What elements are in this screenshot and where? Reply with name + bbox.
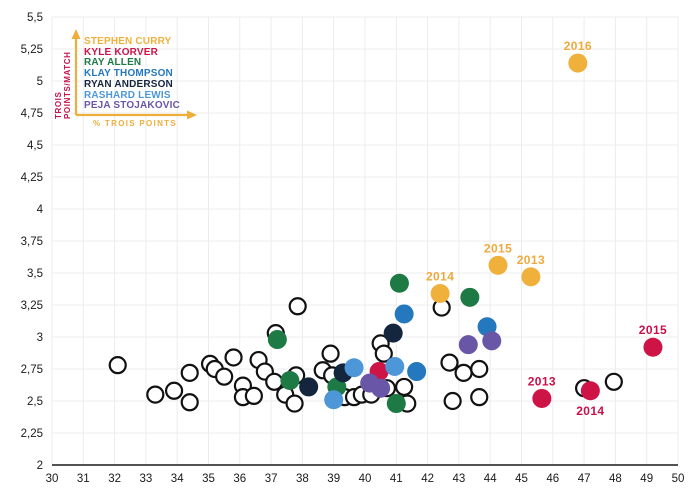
point-rashard-lewis xyxy=(385,356,405,376)
x-tick-label: 45 xyxy=(515,473,528,485)
legend-item-ryan-anderson: RYAN ANDERSON xyxy=(84,77,173,90)
year-label-stephen-curry-2014: 2014 xyxy=(426,269,454,283)
x-tick-label: 30 xyxy=(46,473,59,485)
legend-item-ray-allen: RAY ALLEN xyxy=(84,56,142,69)
y-tick-label: 3,75 xyxy=(21,236,43,248)
y-tick-label: 4,5 xyxy=(27,140,43,152)
x-tick-label: 35 xyxy=(202,473,215,485)
y-tick-label: 3,25 xyxy=(21,300,43,312)
point-klay-thompson xyxy=(407,362,427,382)
point-other-players xyxy=(108,356,127,375)
legend-item-klay-thompson: KLAY THOMPSON xyxy=(84,67,173,80)
point-other-players xyxy=(244,386,263,405)
x-tick-label: 50 xyxy=(672,473,685,485)
point-other-players xyxy=(395,377,414,397)
point-kyle-korver xyxy=(643,337,663,357)
legend-x-arrowhead-icon xyxy=(187,110,197,120)
legend-item-peja-stojakovic: PEJA STOJAKOVIC xyxy=(84,99,180,112)
point-ray-allen xyxy=(386,394,406,414)
y-tick-label: 5,25 xyxy=(21,44,43,56)
legend: STEPHEN CURRY KYLE KORVER RAY ALLEN KLAY TH… xyxy=(84,36,185,111)
point-peja-stojakovic xyxy=(371,378,391,398)
y-tick-label: 2,25 xyxy=(21,428,43,440)
x-tick-label: 38 xyxy=(296,473,309,485)
x-tick-label: 39 xyxy=(327,473,340,485)
point-other-players xyxy=(470,388,489,407)
year-label-kyle-korver-2013: 2013 xyxy=(528,374,556,388)
point-other-players xyxy=(285,394,304,413)
point-other-players xyxy=(440,353,459,372)
year-label-stephen-curry-2015: 2015 xyxy=(484,241,512,255)
point-rashard-lewis xyxy=(324,390,344,410)
x-tick-label: 49 xyxy=(640,473,653,485)
point-ray-allen xyxy=(389,273,409,293)
x-tick-label: 44 xyxy=(484,473,497,485)
point-other-players xyxy=(288,297,307,316)
year-label-kyle-korver-2015: 2015 xyxy=(639,323,667,337)
legend-y-arrowhead-icon xyxy=(71,29,81,39)
y-tick-label: 2,5 xyxy=(27,396,43,408)
point-kyle-korver xyxy=(580,381,600,401)
x-tick-label: 32 xyxy=(108,473,121,485)
legend-item-stephen-curry: STEPHEN CURRY xyxy=(84,35,172,47)
point-ray-allen xyxy=(460,287,480,307)
point-stephen-curry xyxy=(521,267,541,287)
y-tick-label: 4,25 xyxy=(21,172,43,184)
x-tick-label: 40 xyxy=(359,473,372,485)
legend-item-rashard-lewis: RASHARD LEWIS xyxy=(84,88,171,101)
point-other-players xyxy=(180,363,199,382)
x-tick-label: 47 xyxy=(578,473,591,485)
y-axis-title: TROIS POINTS/MATCH xyxy=(54,51,72,120)
point-other-players xyxy=(215,367,234,386)
year-label-stephen-curry-2016: 2016 xyxy=(564,39,592,53)
x-tick-label: 42 xyxy=(421,473,434,485)
point-stephen-curry xyxy=(430,283,450,303)
point-peja-stojakovic xyxy=(482,331,502,351)
point-other-players xyxy=(180,393,199,412)
x-tick-label: 48 xyxy=(609,473,622,485)
point-other-players xyxy=(321,344,340,363)
point-other-players xyxy=(604,372,623,391)
y-tick-label: 4 xyxy=(37,204,44,216)
point-ryan-anderson xyxy=(383,323,403,343)
point-rashard-lewis xyxy=(344,358,364,378)
point-other-players xyxy=(374,344,393,363)
x-tick-label: 33 xyxy=(140,473,153,485)
point-stephen-curry xyxy=(488,255,508,275)
point-other-players xyxy=(470,359,489,379)
point-ray-allen xyxy=(267,330,287,350)
y-tick-label: 5 xyxy=(37,76,43,88)
point-other-players xyxy=(443,391,462,411)
x-axis-title: % TROIS POINTS xyxy=(93,119,177,128)
x-tick-label: 34 xyxy=(171,473,184,485)
y-tick-label: 4,75 xyxy=(21,108,43,120)
x-tick-label: 31 xyxy=(77,473,90,485)
x-tick-label: 46 xyxy=(546,473,559,485)
y-tick-label: 3 xyxy=(37,332,43,344)
year-label-kyle-korver-2014: 2014 xyxy=(576,404,604,418)
point-other-players xyxy=(164,381,184,400)
point-ryan-anderson xyxy=(299,377,319,397)
x-tick-label: 41 xyxy=(390,473,403,485)
point-kyle-korver xyxy=(532,388,552,408)
point-other-players xyxy=(454,363,473,382)
point-klay-thompson xyxy=(394,304,414,324)
point-stephen-curry xyxy=(568,53,588,73)
point-peja-stojakovic xyxy=(458,335,478,355)
y-tick-label: 5,5 xyxy=(27,12,43,24)
point-other-players xyxy=(146,385,165,404)
x-tick-label: 36 xyxy=(233,473,246,485)
y-tick-label: 2 xyxy=(37,460,43,472)
point-ray-allen xyxy=(280,371,300,391)
x-tick-label: 43 xyxy=(453,473,466,485)
x-tick-label: 37 xyxy=(265,473,278,485)
legend-item-kyle-korver: KYLE KORVER xyxy=(84,45,158,58)
point-other-players xyxy=(224,348,243,367)
year-label-stephen-curry-2013: 2013 xyxy=(517,253,545,267)
y-tick-label: 3,5 xyxy=(27,268,43,280)
y-tick-label: 2,75 xyxy=(21,364,43,376)
